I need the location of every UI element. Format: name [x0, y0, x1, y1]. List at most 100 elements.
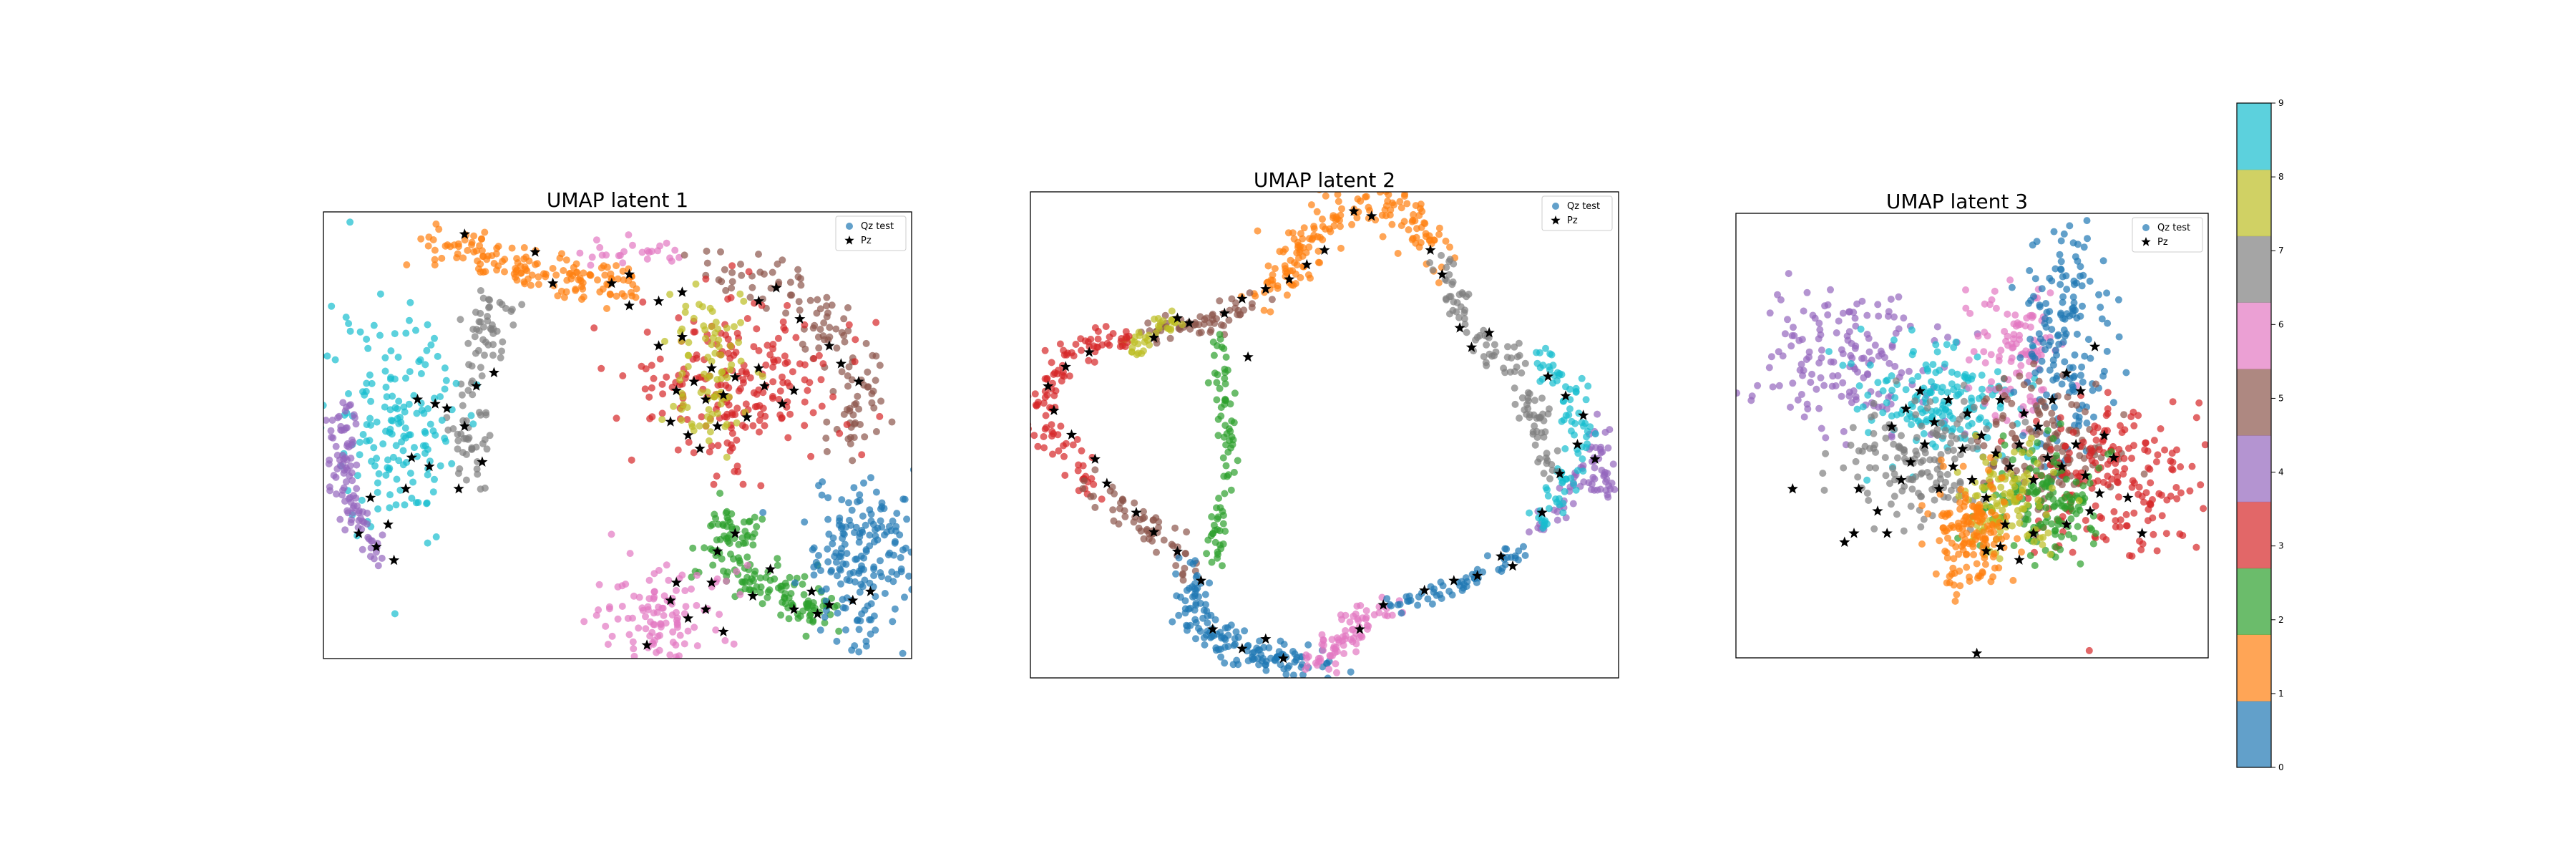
data-point-class-4	[341, 498, 348, 505]
pz-star-marker	[1872, 505, 1883, 515]
data-point-class-1	[1956, 505, 1963, 513]
data-point-class-7	[1911, 397, 1918, 404]
data-point-class-7	[1532, 442, 1539, 449]
data-point-class-0	[811, 571, 818, 578]
data-point-class-4	[1801, 414, 1808, 421]
data-point-class-1	[1956, 568, 1963, 575]
data-point-class-5	[2035, 409, 2042, 416]
data-point-class-8	[711, 394, 718, 401]
data-point-class-9	[1856, 382, 1863, 389]
data-point-class-3	[2092, 503, 2099, 510]
data-point-class-8	[706, 437, 713, 445]
data-point-class-7	[481, 351, 488, 359]
data-point-class-2	[2054, 500, 2062, 507]
data-point-class-7	[1957, 480, 1964, 487]
data-point-class-1	[1435, 231, 1443, 238]
data-point-class-9	[1979, 372, 1986, 379]
data-point-class-0	[897, 554, 904, 561]
data-point-class-1	[619, 290, 626, 297]
data-point-class-7	[485, 296, 492, 303]
data-point-class-9	[1566, 386, 1574, 393]
data-point-class-0	[1197, 628, 1204, 635]
data-point-class-1	[1944, 535, 1951, 542]
data-point-class-7	[1872, 465, 1879, 472]
data-point-class-0	[2057, 251, 2064, 258]
data-point-class-4	[1789, 379, 1796, 387]
data-point-class-4	[1790, 324, 1797, 331]
data-point-class-5	[870, 404, 877, 412]
data-point-class-2	[758, 515, 766, 523]
data-point-class-5	[2021, 381, 2028, 388]
data-point-class-0	[824, 516, 831, 523]
data-point-class-0	[903, 515, 910, 523]
data-point-class-4	[1889, 344, 1896, 351]
data-point-class-7	[1483, 362, 1490, 369]
data-point-class-0	[1433, 592, 1440, 599]
data-point-class-7	[1882, 435, 1889, 442]
data-point-class-5	[1146, 535, 1153, 543]
data-point-class-0	[791, 579, 799, 586]
data-point-class-5	[1079, 485, 1086, 492]
data-point-class-1	[1918, 540, 1926, 548]
data-point-class-9	[1573, 487, 1580, 494]
data-point-class-0	[2037, 336, 2044, 343]
data-point-class-1	[1975, 572, 1982, 579]
data-point-class-0	[2074, 331, 2081, 338]
data-point-class-4	[1787, 404, 1794, 411]
scatter-panel-1: UMAP latent 1 Qz test Pz	[315, 188, 978, 702]
data-point-class-6	[665, 577, 672, 584]
data-point-class-0	[1281, 641, 1288, 648]
data-point-class-3	[1057, 341, 1064, 348]
data-point-class-0	[2097, 304, 2104, 311]
pz-star-marker	[718, 626, 728, 636]
data-point-class-8	[736, 291, 743, 298]
data-point-class-3	[728, 262, 736, 269]
data-point-class-1	[431, 256, 439, 263]
data-point-class-0	[2078, 364, 2085, 371]
data-point-class-4	[1785, 270, 1792, 277]
data-point-class-7	[1463, 329, 1470, 336]
data-point-class-6	[650, 596, 658, 603]
data-point-class-4	[353, 462, 360, 469]
data-point-class-0	[2081, 243, 2088, 251]
data-point-class-9	[386, 465, 393, 472]
data-point-class-3	[1088, 475, 1095, 482]
data-point-class-7	[1541, 434, 1548, 441]
data-point-class-7	[1850, 424, 1857, 431]
data-point-class-1	[615, 276, 622, 283]
data-point-class-4	[1610, 460, 1617, 467]
data-point-class-2	[2042, 518, 2049, 525]
data-point-class-6	[1325, 666, 1332, 673]
data-point-class-2	[735, 554, 742, 561]
data-point-class-3	[1058, 377, 1065, 384]
data-point-class-4	[1804, 405, 1811, 412]
data-point-class-3	[2179, 532, 2186, 539]
data-point-class-5	[1121, 513, 1128, 520]
data-point-class-0	[924, 575, 932, 582]
pz-star-marker	[1971, 648, 1982, 659]
data-point-class-3	[2104, 410, 2112, 417]
colorbar-tick-label: 5	[2278, 393, 2284, 403]
data-point-class-3	[613, 414, 620, 422]
data-point-class-1	[444, 241, 451, 248]
data-point-class-1	[512, 265, 519, 272]
data-point-class-3	[2157, 425, 2165, 432]
data-point-class-6	[619, 259, 626, 266]
data-point-class-8	[666, 291, 673, 298]
data-point-class-0	[893, 510, 900, 517]
data-point-class-8	[696, 301, 703, 308]
data-point-class-1	[1989, 485, 1996, 492]
colorbar-tick-label: 8	[2278, 172, 2284, 182]
data-point-class-6	[636, 594, 643, 601]
data-point-class-1	[1436, 225, 1443, 232]
data-point-class-2	[757, 574, 764, 581]
data-point-class-2	[2087, 525, 2094, 532]
data-point-class-6	[1337, 611, 1345, 618]
data-point-class-3	[2147, 480, 2154, 487]
data-point-class-7	[1908, 476, 1915, 483]
data-point-class-4	[1866, 349, 1873, 356]
data-point-class-2	[1211, 352, 1218, 359]
data-point-class-6	[580, 618, 587, 625]
data-point-class-0	[915, 604, 922, 611]
data-point-class-1	[1936, 537, 1943, 544]
